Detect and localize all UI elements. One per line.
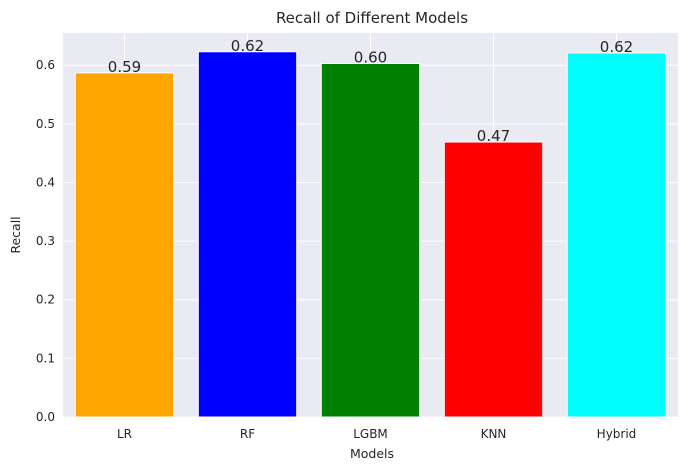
y-tick-label: 0.6 [36,58,55,72]
y-tick-label: 0.1 [36,351,55,365]
bar-lr [74,72,175,418]
x-tick-labels: LR RF LGBM KNN Hybrid [117,427,636,441]
data-label-rf: 0.62 [231,37,264,55]
y-tick-label: 0.3 [36,234,55,248]
bars [74,51,667,418]
y-tick-labels: 0.0 0.1 0.2 0.3 0.4 0.5 0.6 [36,58,55,424]
y-tick-label: 0.0 [36,410,55,424]
data-label-lr: 0.59 [108,58,141,76]
bar-hybrid [566,52,667,418]
data-label-knn: 0.47 [477,127,510,145]
y-axis-label: Recall [8,216,23,253]
data-label-lgbm: 0.60 [354,48,387,66]
x-tick-label-lgbm: LGBM [353,427,388,441]
y-tick-label: 0.4 [36,175,55,189]
x-axis-label: Models [350,446,394,461]
x-tick-label-rf: RF [240,427,255,441]
data-labels: 0.59 0.62 0.60 0.47 0.62 [108,37,633,145]
chart-title: Recall of Different Models [276,9,468,27]
x-tick-label-knn: KNN [481,427,507,441]
bar-lgbm [320,62,421,418]
x-tick-label-lr: LR [117,427,132,441]
y-tick-label: 0.5 [36,117,55,131]
bar-knn [443,141,544,418]
x-tick-label-hybrid: Hybrid [597,427,637,441]
y-tick-label: 0.2 [36,293,55,307]
data-label-hybrid: 0.62 [600,38,633,56]
bar-rf [197,51,298,418]
